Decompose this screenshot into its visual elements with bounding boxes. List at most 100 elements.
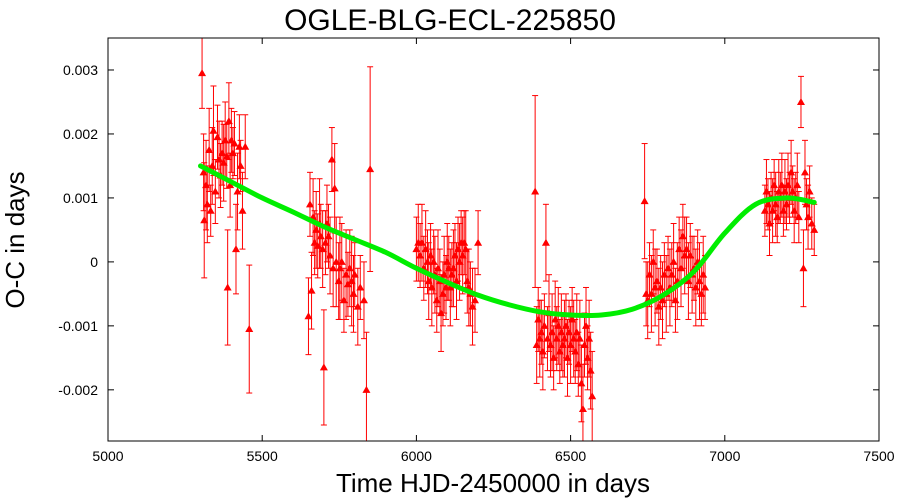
data-point <box>586 366 595 374</box>
data-point <box>218 149 227 157</box>
data-point <box>805 187 814 195</box>
fit-curve <box>198 163 817 319</box>
data-point <box>329 264 338 272</box>
data-point <box>199 168 208 176</box>
data-point <box>682 245 691 253</box>
data-point <box>684 277 693 285</box>
data-point <box>667 270 676 278</box>
data-point <box>774 187 783 195</box>
data-point <box>649 257 658 265</box>
data-point <box>433 264 442 272</box>
data-point <box>568 315 577 323</box>
data-point <box>546 341 555 349</box>
data-point <box>807 219 816 227</box>
y-axis-ticks: -0.002 -0.001 0 0.001 0.002 0.003 <box>58 62 879 398</box>
data-point <box>762 187 771 195</box>
data-point <box>677 264 686 272</box>
data-point <box>450 251 459 259</box>
y-tick-label: 0.003 <box>63 62 98 78</box>
data-point <box>321 238 330 246</box>
data-point <box>198 69 207 77</box>
data-point <box>549 353 558 361</box>
data-point <box>552 334 561 342</box>
data-point <box>347 277 356 285</box>
x-tick-label: 7000 <box>709 448 740 464</box>
data-point <box>458 251 467 259</box>
data-point <box>765 219 774 227</box>
data-point <box>787 168 796 176</box>
data-point <box>307 286 316 294</box>
data-point <box>697 289 706 297</box>
data-point <box>558 341 567 349</box>
data-point <box>678 232 687 240</box>
data-point <box>583 353 592 361</box>
data-point <box>664 264 673 272</box>
data-point <box>235 142 244 150</box>
data-point <box>429 257 438 265</box>
data-point <box>580 341 589 349</box>
data-point <box>699 270 708 278</box>
data-point <box>339 296 348 304</box>
data-point <box>342 270 351 278</box>
x-tick-label: 6000 <box>401 448 432 464</box>
data-point <box>424 277 433 285</box>
data-point <box>438 289 447 297</box>
data-point <box>802 200 811 208</box>
data-points-layer <box>198 69 819 413</box>
data-point <box>563 353 572 361</box>
data-point <box>349 289 358 297</box>
data-point <box>334 277 343 285</box>
data-point <box>578 405 587 413</box>
data-point <box>426 251 435 259</box>
data-point <box>804 213 813 221</box>
data-point <box>779 206 788 214</box>
data-point <box>454 245 463 253</box>
data-point <box>561 321 570 329</box>
data-point <box>236 161 245 169</box>
plot-frame <box>107 37 880 442</box>
data-point <box>585 334 594 342</box>
data-point <box>532 341 541 349</box>
data-point <box>680 251 689 259</box>
y-tick-label: 0.001 <box>63 190 98 206</box>
y-tick-label: -0.002 <box>58 382 98 398</box>
x-tick-label: 5000 <box>92 448 123 464</box>
data-point <box>531 187 540 195</box>
data-point <box>316 232 325 240</box>
x-axis-label: Time HJD-2450000 in days <box>336 468 650 498</box>
data-point <box>640 197 649 205</box>
data-point <box>788 187 797 195</box>
data-point <box>440 270 449 278</box>
data-point <box>760 206 769 214</box>
x-tick-label: 6500 <box>555 448 586 464</box>
data-point <box>447 270 456 278</box>
data-point <box>763 200 772 208</box>
data-point <box>771 200 780 208</box>
data-point <box>332 257 341 265</box>
data-point <box>793 181 802 189</box>
data-point <box>359 296 368 304</box>
data-point <box>437 309 446 317</box>
data-point <box>582 321 591 329</box>
data-point <box>221 136 230 144</box>
data-point <box>366 165 375 173</box>
y-tick-label: 0 <box>90 254 98 270</box>
data-point <box>421 245 430 253</box>
data-point <box>203 200 212 208</box>
data-point <box>548 328 557 336</box>
data-point <box>356 283 365 291</box>
data-point <box>784 181 793 189</box>
data-point <box>423 257 432 265</box>
data-point <box>223 283 232 291</box>
data-point <box>647 289 656 297</box>
data-point <box>211 187 220 195</box>
data-point <box>209 126 218 134</box>
data-point <box>219 158 228 166</box>
data-point <box>691 283 700 291</box>
data-point <box>202 181 211 189</box>
data-point <box>671 296 680 304</box>
data-point <box>233 187 242 195</box>
data-point <box>577 379 586 387</box>
fit-curve-layer <box>198 163 817 319</box>
